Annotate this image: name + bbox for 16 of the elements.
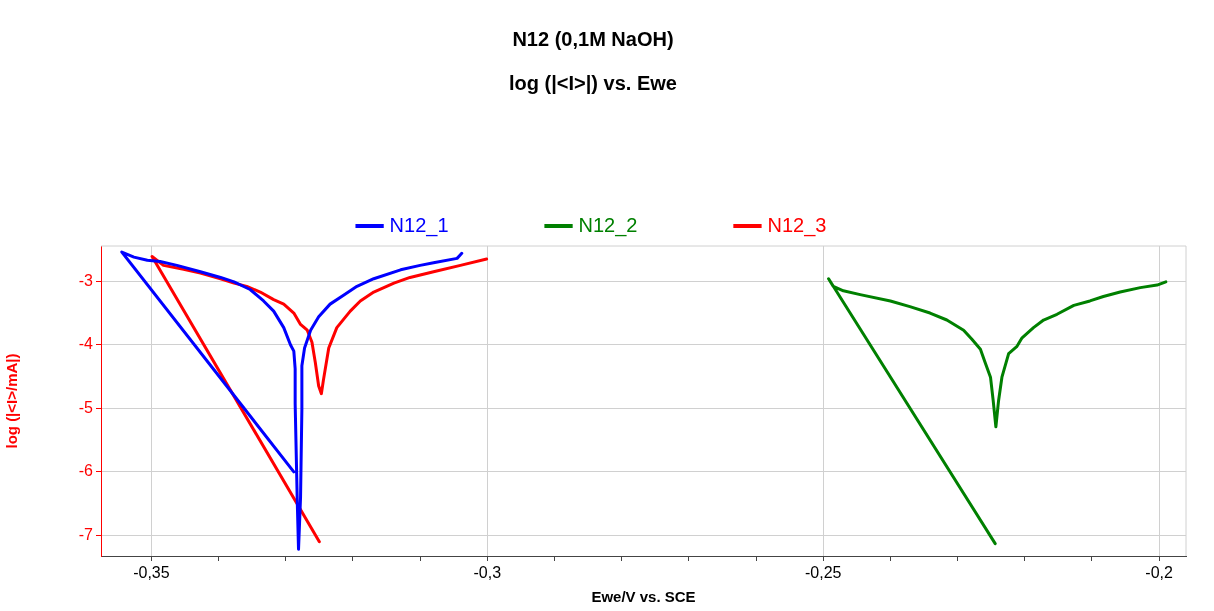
x-tick-label: -0,3	[473, 564, 502, 582]
x-tick-label: -0,25	[804, 564, 842, 582]
y-tick-label: -7	[78, 525, 94, 543]
chart-title: N12 (0,1M NaOH)	[512, 27, 674, 50]
x-tick-label: -0,2	[1145, 564, 1174, 582]
legend-label: N12_2	[578, 213, 638, 237]
y-tick-label: -5	[78, 398, 94, 416]
y-tick-label: -3	[78, 271, 94, 289]
y-tick-label: -6	[78, 462, 94, 480]
x-tick-label: -0,35	[133, 564, 170, 582]
x-axis-title: Ewe/V vs. SCE	[591, 588, 696, 606]
chart-subtitle: log (|<I>|) vs. Ewe	[509, 71, 677, 94]
legend-label: N12_1	[389, 213, 449, 237]
legend-label: N12_3	[767, 213, 827, 237]
y-axis-title: log (|<I>/mA|)	[3, 353, 21, 449]
y-tick-label: -4	[78, 335, 94, 353]
